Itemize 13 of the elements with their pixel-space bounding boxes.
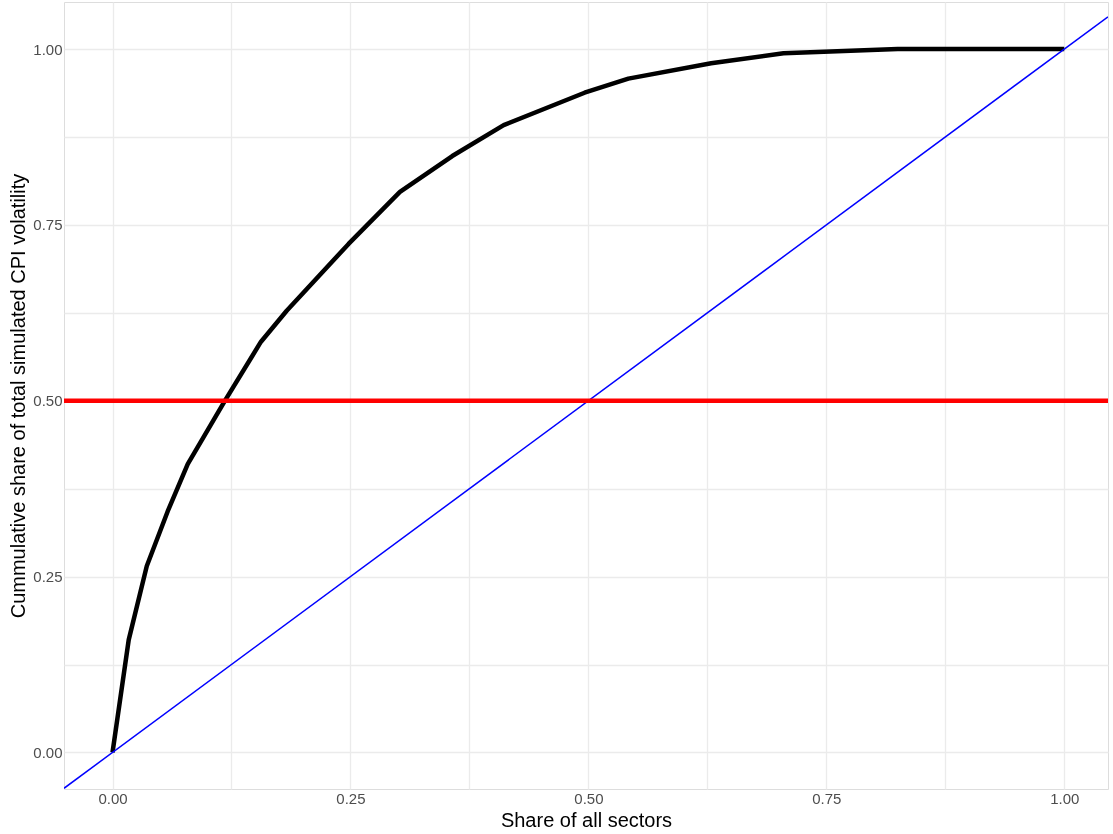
x-tick-label: 1.00 [1050,789,1080,807]
y-tick-label: 0.25 [33,568,63,586]
x-tick-label: 0.50 [574,789,604,807]
y-tick-label: 0.75 [33,216,63,234]
line-series [110,46,1067,755]
x-tick-label: 0.25 [336,789,366,807]
x-tick-label: 0.00 [98,789,128,807]
x-axis-title: Share of all sectors [500,808,673,831]
y-tick-label: 0.50 [33,392,63,410]
x-tick-label: 0.75 [812,789,842,807]
y-tick-label: 0.00 [33,743,63,761]
y-tick-label: 1.00 [33,40,63,58]
y-axis-title: Cummulative share of total simulated CPI volatility [7,173,30,619]
